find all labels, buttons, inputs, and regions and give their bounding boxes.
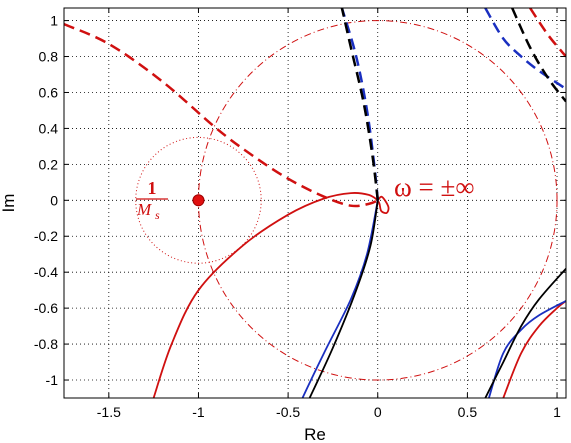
x-tick-labels: -1.5 -1 -0.5 0 0.5 1 xyxy=(97,404,561,420)
y-tick-label: -1 xyxy=(46,372,59,388)
x-tick-label: -1 xyxy=(192,404,205,420)
sensitivity-circle xyxy=(135,136,262,264)
y-tick-label: -0.2 xyxy=(34,228,58,244)
x-tick-label: 0.5 xyxy=(458,404,478,420)
ms-subscript: s xyxy=(155,208,160,222)
blue-solid-curve xyxy=(301,200,379,398)
x-tick-label: 0 xyxy=(374,404,382,420)
y-tick-label: 0.4 xyxy=(39,120,59,136)
omega-infinity-label: ω = ±∞ xyxy=(394,172,475,202)
x-axis-label: Re xyxy=(304,425,326,443)
y-tick-label: -0.4 xyxy=(34,264,58,280)
axes-box xyxy=(63,7,567,399)
plot-area xyxy=(64,8,566,398)
axis-ticks xyxy=(64,8,566,398)
y-tick-labels: -1 -0.8 -0.6 -0.4 -0.2 0 0.2 0.4 0.6 0.8 1 xyxy=(34,13,58,388)
y-tick-label: -0.6 xyxy=(34,300,58,316)
x-tick-label: -0.5 xyxy=(276,404,300,420)
ms-numerator: 1 xyxy=(148,178,157,198)
y-tick-label: 0 xyxy=(50,192,58,208)
ms-denominator: M xyxy=(136,200,152,219)
y-tick-label: 0.8 xyxy=(39,49,59,65)
red-solid-curve xyxy=(376,195,390,214)
red-solid-curve xyxy=(152,192,379,398)
black-solid-curve xyxy=(308,200,379,398)
black-solid-curve xyxy=(484,268,566,398)
x-tick-label: -1.5 xyxy=(97,404,121,420)
y-tick-label: -0.8 xyxy=(34,336,58,352)
y-axis-label: Im xyxy=(0,194,18,213)
grid xyxy=(64,8,566,398)
black-dashed-curve xyxy=(511,8,566,103)
x-tick-label: 1 xyxy=(553,404,561,420)
y-tick-label: 0.2 xyxy=(39,156,59,172)
nyquist-curves xyxy=(64,8,566,398)
blue-solid-curve xyxy=(488,300,566,398)
y-tick-label: 1 xyxy=(50,13,58,29)
ms-annotation: 1 M s xyxy=(136,178,168,222)
red-dashed-curve xyxy=(529,8,566,58)
y-tick-label: 0.6 xyxy=(39,84,59,100)
red-solid-curve xyxy=(502,300,566,398)
critical-point-marker xyxy=(192,194,205,207)
red-dashed-curve xyxy=(64,23,379,208)
